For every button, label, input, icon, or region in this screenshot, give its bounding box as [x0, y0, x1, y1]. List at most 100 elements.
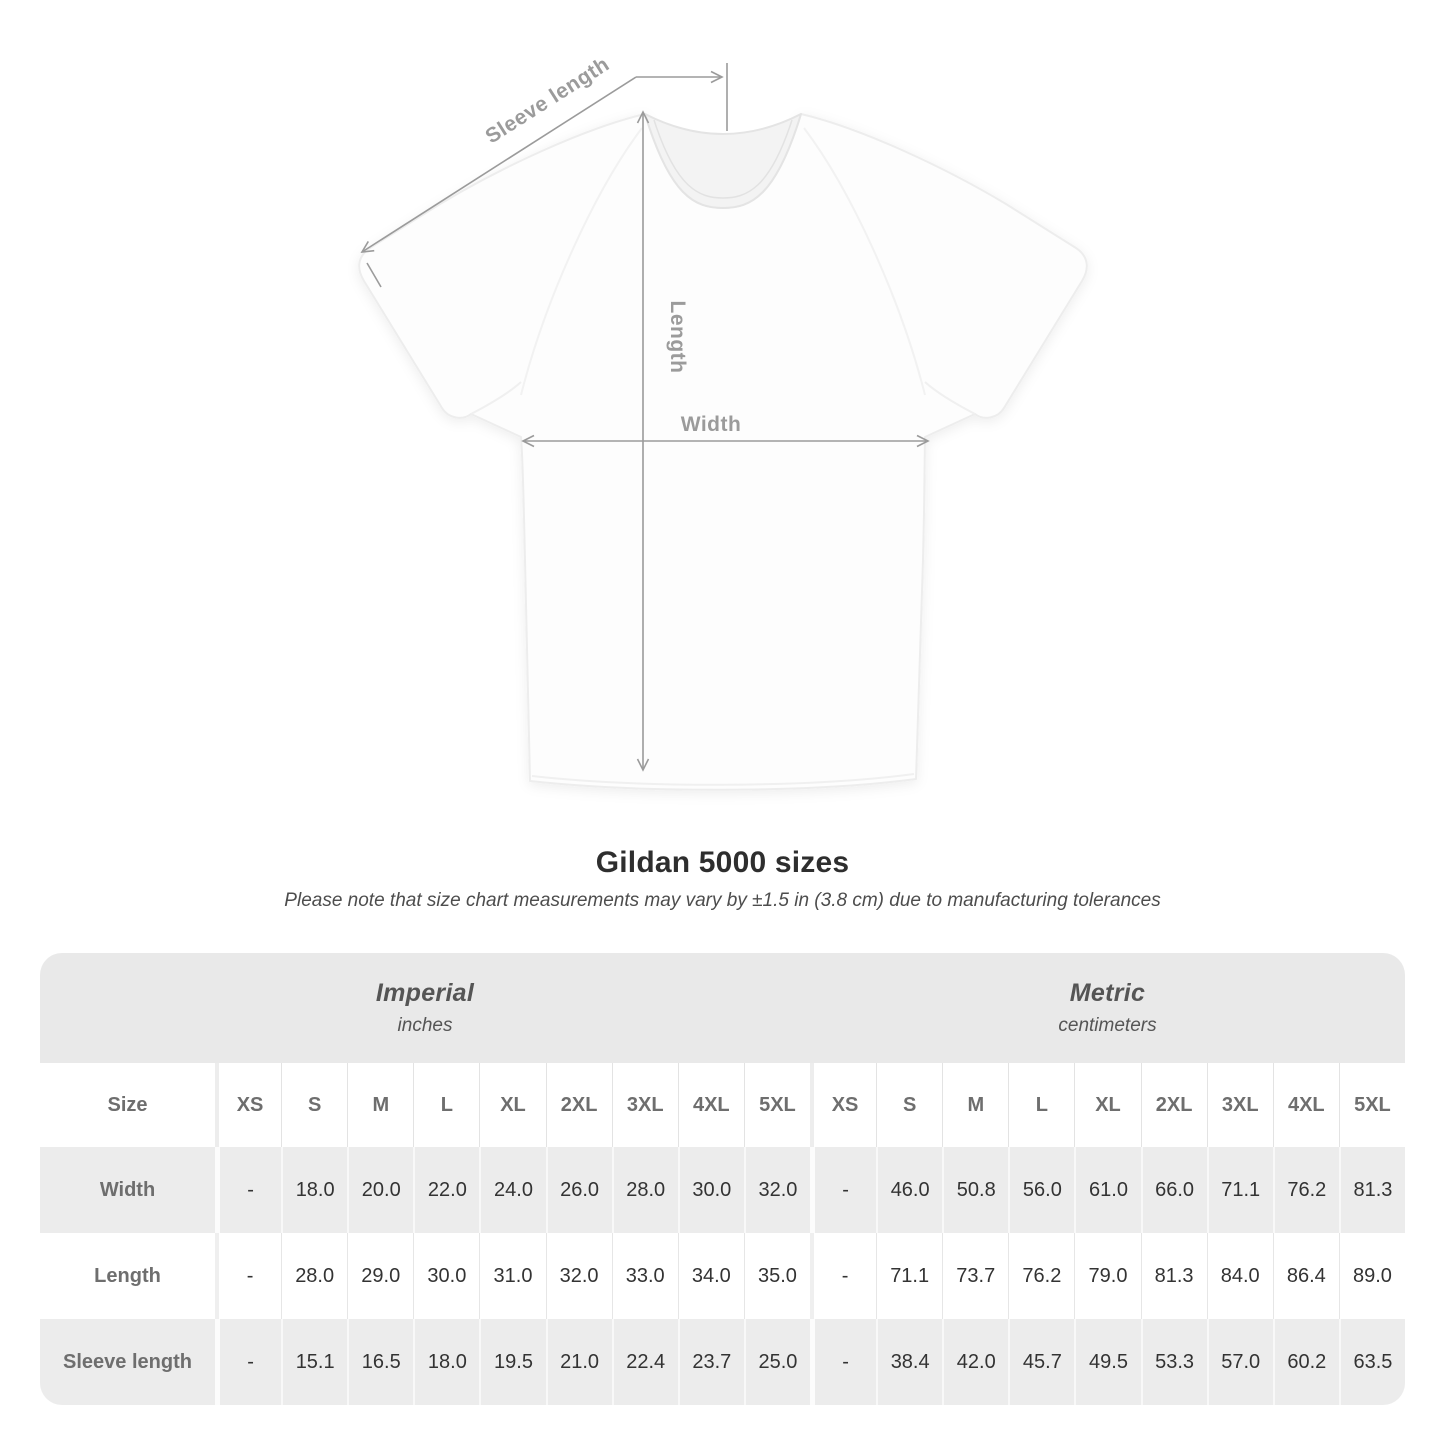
measurement-cell: 61.0	[1074, 1147, 1140, 1233]
measurement-cell: 71.1	[876, 1233, 942, 1319]
measurement-cell: 18.0	[413, 1319, 479, 1405]
measurement-cell: -	[215, 1233, 281, 1319]
size-header-cell: L	[413, 1063, 479, 1147]
size-header-cell: XL	[1074, 1063, 1140, 1147]
measurement-cell: 63.5	[1338, 1319, 1405, 1405]
measurement-cell: 45.7	[1008, 1319, 1074, 1405]
size-header-cell: 3XL	[1206, 1063, 1273, 1147]
row-label-cell: Width	[99, 1178, 156, 1201]
length-label: Length	[666, 301, 689, 374]
measurement-cell: 56.0	[1008, 1147, 1074, 1233]
measurement-cell: 89.0	[1338, 1233, 1405, 1319]
width-label: Width	[681, 413, 742, 436]
measurement-cell: 49.5	[1074, 1319, 1140, 1405]
row-label-cell: Sleeve length	[63, 1350, 192, 1373]
size-header-cell: L	[1008, 1063, 1074, 1147]
measurement-cell: -	[215, 1319, 281, 1405]
measurement-cell: 20.0	[347, 1147, 413, 1233]
measurement-cell: 29.0	[347, 1233, 413, 1319]
tshirt-graphic	[358, 113, 1088, 791]
size-header-cell: 5XL	[743, 1063, 810, 1147]
unit-group-imperial: Imperial inches	[40, 953, 810, 1063]
caption-block: Gildan 5000 sizes Please note that size …	[0, 846, 1445, 912]
unit-band: Imperial inches Metric centimeters	[40, 953, 1405, 1063]
size-header-cell: S	[876, 1063, 942, 1147]
measurement-cell: 86.4	[1272, 1233, 1339, 1319]
measurement-cell: 19.5	[479, 1319, 545, 1405]
sleeve-length-arrow	[360, 76, 637, 253]
measurement-cell: 60.2	[1272, 1319, 1339, 1405]
size-header-cell: XL	[479, 1063, 545, 1147]
size-header-cell: 3XL	[611, 1063, 678, 1147]
table-body: Width -18.0 20.0 22.0 24.0 26.0 28.0 30.0 32.0-4…	[40, 1147, 1405, 1405]
measurement-cell: 66.0	[1140, 1147, 1207, 1233]
measurement-cell: 32.0	[743, 1147, 810, 1233]
measurement-cell: -	[810, 1147, 876, 1233]
measurement-cell: 33.0	[611, 1233, 678, 1319]
measurement-cell: 31.0	[479, 1233, 545, 1319]
measurement-cell: 42.0	[942, 1319, 1008, 1405]
measurement-cell: 50.8	[942, 1147, 1008, 1233]
size-header-cell: XS	[810, 1063, 876, 1147]
measurement-cell: 30.0	[677, 1147, 744, 1233]
measurement-cell: 76.2	[1008, 1233, 1074, 1319]
row-label-cell: Length	[94, 1264, 161, 1287]
measurement-cell: 22.0	[413, 1147, 479, 1233]
measurement-cell: 81.3	[1140, 1233, 1207, 1319]
measurement-cell: 81.3	[1338, 1147, 1405, 1233]
tolerance-note: Please note that size chart measurements…	[284, 890, 1161, 911]
measurement-cell: -	[810, 1319, 876, 1405]
table-header-row: Size XS S M L XL 2XL 3XL 4XL 5XL XS S M L XL 2XL 3XL 4XL 5…	[40, 1063, 1405, 1147]
size-header-cell: S	[281, 1063, 347, 1147]
size-table: Imperial inches Metric centimeters Size X…	[40, 953, 1405, 1405]
measurement-cell: 46.0	[876, 1147, 942, 1233]
measurement-cell: 79.0	[1074, 1233, 1140, 1319]
measurement-cell: 30.0	[413, 1233, 479, 1319]
measurement-cell: 71.1	[1206, 1147, 1273, 1233]
unit-group-metric: Metric centimeters	[810, 953, 1405, 1063]
size-header-cell: M	[347, 1063, 413, 1147]
size-header-cell: 2XL	[1140, 1063, 1207, 1147]
measurement-cell: 38.4	[876, 1319, 942, 1405]
measurement-cell: 76.2	[1272, 1147, 1339, 1233]
sleeve-edge-tick	[366, 262, 382, 288]
size-header-cell: 5XL	[1338, 1063, 1405, 1147]
measurement-cell: 16.5	[347, 1319, 413, 1405]
measurement-cell: 32.0	[545, 1233, 612, 1319]
size-header-cell: M	[942, 1063, 1008, 1147]
table-row: Length -28.0 29.0 30.0 31.0 32.0 33.0 34.0 35.0-…	[40, 1233, 1405, 1319]
unit-group-unit: centimeters	[1058, 1015, 1157, 1036]
table-row: Sleeve length -15.1 16.5 18.0 19.5 21.0 22.4 23…	[40, 1319, 1405, 1405]
shirt-illustration: Sleeve length Length Width	[358, 53, 1088, 791]
measurement-cell: 53.3	[1140, 1319, 1207, 1405]
measurement-cell: 15.1	[281, 1319, 347, 1405]
measurement-cell: -	[215, 1147, 281, 1233]
measurement-cell: 24.0	[479, 1147, 545, 1233]
measurement-cell: 18.0	[281, 1147, 347, 1233]
measurement-cell: 26.0	[545, 1147, 612, 1233]
measurement-cell: 35.0	[743, 1233, 810, 1319]
measurement-cell: 23.7	[677, 1319, 744, 1405]
collar	[644, 113, 802, 209]
measurement-cell: 73.7	[942, 1233, 1008, 1319]
measurement-cell: 25.0	[743, 1319, 810, 1405]
measurement-cell: 21.0	[545, 1319, 612, 1405]
size-header-cell: 4XL	[1272, 1063, 1339, 1147]
size-header-cell: 2XL	[545, 1063, 612, 1147]
unit-group-name: Metric	[1069, 979, 1146, 1007]
measurement-cell: -	[810, 1233, 876, 1319]
measurement-cell: 28.0	[611, 1147, 678, 1233]
page-title: Gildan 5000 sizes	[595, 846, 850, 879]
size-header-cell: XS	[215, 1063, 281, 1147]
measurement-cell: 34.0	[677, 1233, 744, 1319]
measurement-cell: 28.0	[281, 1233, 347, 1319]
size-column-header: Size	[107, 1093, 148, 1116]
measurement-cell: 84.0	[1206, 1233, 1273, 1319]
measurement-annotations	[360, 63, 930, 772]
table-row: Width -18.0 20.0 22.0 24.0 26.0 28.0 30.0 32.0-4…	[40, 1147, 1405, 1233]
measurement-cell: 22.4	[611, 1319, 678, 1405]
size-header-cell: 4XL	[677, 1063, 744, 1147]
unit-group-name: Imperial	[375, 979, 475, 1007]
measurement-cell: 57.0	[1206, 1319, 1273, 1405]
